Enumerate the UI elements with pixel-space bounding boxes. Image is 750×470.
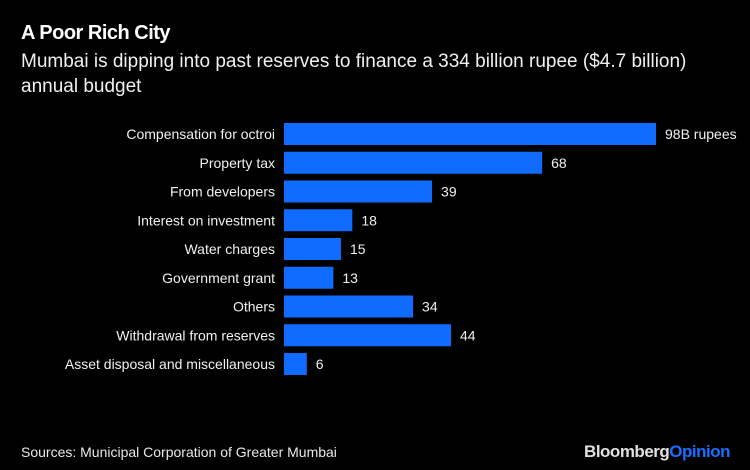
category-label: Property tax [200, 155, 275, 171]
data-label: 13 [342, 270, 358, 286]
category-label: Government grant [162, 270, 275, 286]
data-label: 39 [441, 184, 457, 200]
data-label: 98B rupees [665, 126, 737, 142]
category-label: Asset disposal and miscellaneous [65, 356, 275, 372]
bar [284, 238, 341, 260]
category-label: From developers [170, 184, 275, 200]
category-label: Others [233, 299, 275, 315]
bar [284, 295, 414, 318]
category-label: Compensation for octroi [126, 126, 275, 142]
chart-subtitle: Mumbai is dipping into past reserves to … [21, 51, 687, 97]
data-label: 15 [350, 241, 366, 257]
category-label: Water charges [184, 241, 275, 257]
data-label: 44 [460, 327, 476, 343]
bar [284, 180, 433, 203]
source-note: Sources: Municipal Corporation of Greate… [21, 444, 337, 460]
bar [284, 266, 334, 289]
bar [284, 151, 543, 174]
bar [284, 353, 307, 375]
bar [284, 324, 452, 347]
data-label: 68 [551, 155, 567, 171]
category-label: Interest on investment [137, 212, 275, 228]
data-label: 18 [361, 212, 377, 228]
bar [284, 123, 656, 145]
category-label: Withdrawal from reserves [116, 327, 275, 343]
data-label: 6 [316, 356, 324, 372]
bloomberg-opinion-logo: BloombergOpinion [584, 442, 730, 461]
data-label: 34 [422, 299, 438, 315]
bar [284, 209, 353, 232]
chart-title: A Poor Rich City [21, 22, 171, 44]
